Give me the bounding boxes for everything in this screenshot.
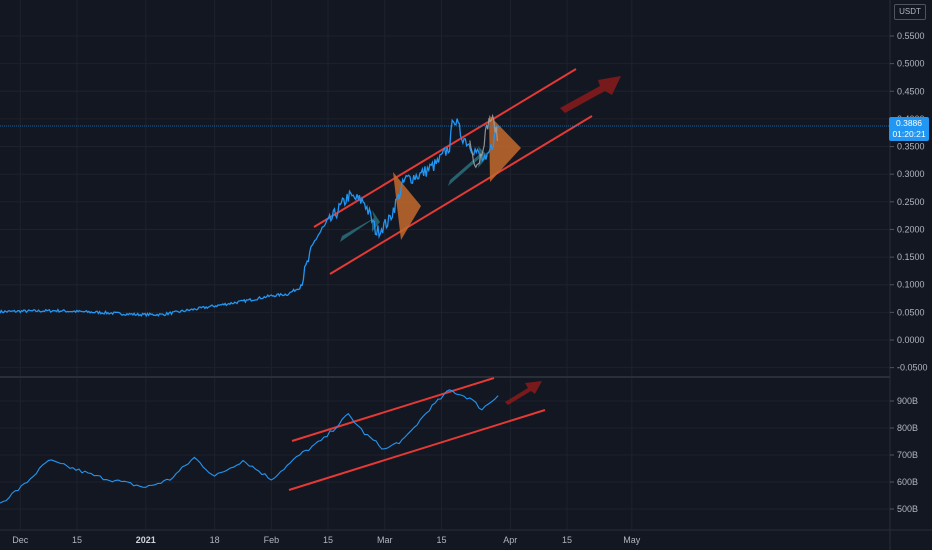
last-price-value: 0.3886: [896, 118, 922, 128]
lower-channel-upper-line[interactable]: [291, 377, 495, 442]
price-axis[interactable]: 0.55000.50000.45000.40000.35000.30000.25…: [890, 31, 928, 373]
price-line: [0, 118, 499, 318]
price-axis-label: 0.3500: [897, 142, 925, 152]
time-axis-label: Apr: [503, 535, 517, 545]
time-axis-label: Feb: [264, 535, 280, 545]
market-cap-line: [0, 389, 499, 504]
time-axis-label: 18: [210, 535, 220, 545]
last-price-tag: 0.3886 01:20:21: [889, 117, 929, 141]
flag-teal-right[interactable]: [448, 146, 488, 186]
price-axis-label: 0.5500: [897, 31, 925, 41]
market-cap-axis-label: 800B: [897, 423, 918, 433]
market-cap-axis-label: 700B: [897, 450, 918, 460]
time-axis-label: 15: [72, 535, 82, 545]
market-cap-axis-label: 500B: [897, 504, 918, 514]
channel-lower-line[interactable]: [329, 115, 593, 275]
time-axis[interactable]: Dec 15 2021 18 Feb 15 Mar 15 Apr 15 May: [12, 535, 641, 545]
time-axis-label: Dec: [12, 535, 29, 545]
lower-channel-lower-line[interactable]: [288, 409, 546, 491]
price-axis-label: 0.0500: [897, 307, 925, 317]
price-axis-label: 0.5000: [897, 59, 925, 69]
lower-projection-arrow[interactable]: [505, 381, 542, 405]
price-axis-label: 0.1000: [897, 280, 925, 290]
channel-drawings[interactable]: [313, 68, 621, 275]
bar-pattern-line: [469, 113, 498, 169]
price-axis-label: 0.2500: [897, 197, 925, 207]
projection-arrow[interactable]: [560, 76, 621, 113]
price-axis-label: 0.0000: [897, 335, 925, 345]
lower-channel-drawings[interactable]: [288, 377, 546, 491]
price-axis-label: 0.3000: [897, 169, 925, 179]
market-cap-axis-label: 900B: [897, 396, 918, 406]
price-axis-label: 0.1500: [897, 252, 925, 262]
price-axis-label: 0.4500: [897, 86, 925, 96]
time-axis-label: Mar: [377, 535, 393, 545]
price-axis-label: 0.2000: [897, 224, 925, 234]
time-axis-label: 2021: [136, 535, 156, 545]
time-axis-label: 15: [436, 535, 446, 545]
market-cap-series: [0, 389, 499, 504]
time-axis-label: 15: [562, 535, 572, 545]
currency-label[interactable]: USDT: [894, 4, 926, 20]
flag-orange-left[interactable]: [393, 172, 421, 240]
market-cap-axis-label: 600B: [897, 477, 918, 487]
price-axis-label: -0.0500: [897, 363, 928, 373]
candle-countdown: 01:20:21: [892, 129, 926, 139]
price-series: [0, 113, 499, 318]
flag-teal-left[interactable]: [340, 210, 380, 242]
time-axis-label: May: [623, 535, 641, 545]
market-cap-axis[interactable]: 900B 800B 700B 600B 500B: [890, 396, 918, 514]
time-axis-label: 15: [323, 535, 333, 545]
chart-grid: [0, 0, 890, 530]
